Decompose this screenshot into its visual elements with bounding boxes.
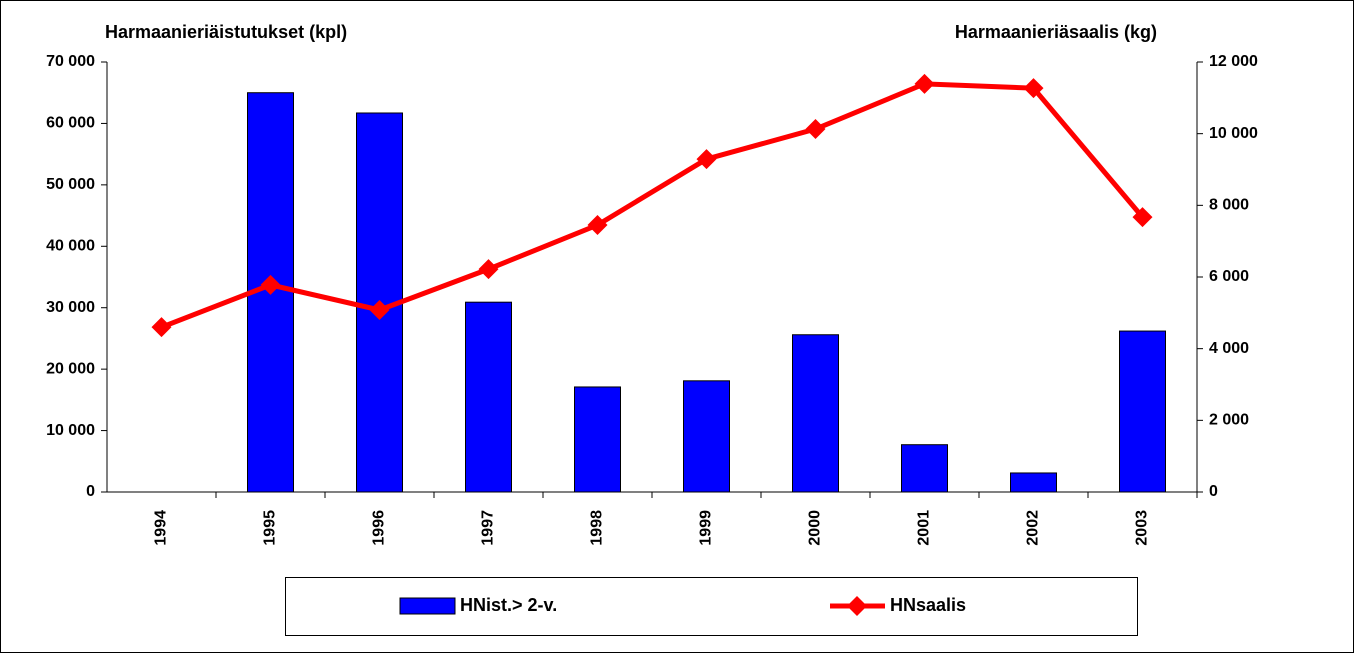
marker <box>1132 207 1153 228</box>
marker <box>1023 78 1044 99</box>
bar <box>683 380 730 493</box>
bar <box>792 334 839 493</box>
y-tick-label: 20 000 <box>46 360 95 377</box>
bar <box>574 386 621 493</box>
y2-tick-label: 10 000 <box>1209 125 1258 142</box>
y-tick-label: 50 000 <box>46 176 95 193</box>
line <box>160 81 1145 330</box>
legend-label: HNist.> 2-v. <box>460 595 557 615</box>
y-tick-label: 0 <box>86 483 95 500</box>
marker <box>151 317 172 338</box>
marker <box>478 259 499 280</box>
bar <box>1119 330 1166 493</box>
x-tick-label: 2001 <box>916 510 933 546</box>
marker <box>805 119 826 140</box>
x-tick-label: 2002 <box>1025 510 1042 546</box>
x-tick-label: 1997 <box>480 510 497 546</box>
bar <box>901 444 948 493</box>
y2-tick-label: 0 <box>1209 483 1218 500</box>
bar <box>1010 472 1057 493</box>
x-tick-label: 2003 <box>1134 510 1151 546</box>
y-axis-title: Harmaanieriäistutukset (kpl) <box>105 22 347 42</box>
y2-tick-label: 6 000 <box>1209 268 1249 285</box>
bar <box>465 301 512 493</box>
y-tick-label: 10 000 <box>46 422 95 439</box>
marker <box>260 274 281 295</box>
y-tick-label: 40 000 <box>46 238 95 255</box>
x-tick-label: 1994 <box>153 510 170 546</box>
marker <box>696 149 717 170</box>
marker <box>587 215 608 236</box>
x-tick-label: 1998 <box>589 510 606 546</box>
y2-tick-label: 8 000 <box>1209 197 1249 214</box>
y2-axis-title: Harmaanieriäsaalis (kg) <box>955 22 1157 42</box>
legend-marker <box>847 596 867 616</box>
x-tick-label: 1999 <box>698 510 715 546</box>
y-tick-label: 60 000 <box>46 115 95 132</box>
y2-tick-label: 12 000 <box>1209 53 1258 70</box>
marker <box>369 299 390 320</box>
legend-label: HNsaalis <box>890 595 966 615</box>
x-tick-label: 1996 <box>371 510 388 546</box>
legend-swatch <box>399 597 456 615</box>
y2-tick-label: 4 000 <box>1209 340 1249 357</box>
x-tick-label: 1995 <box>262 510 279 546</box>
x-tick-label: 2000 <box>807 510 824 546</box>
marker <box>914 73 935 94</box>
y-tick-label: 30 000 <box>46 299 95 316</box>
y-tick-label: 70 000 <box>46 53 95 70</box>
y2-tick-label: 2 000 <box>1209 412 1249 429</box>
